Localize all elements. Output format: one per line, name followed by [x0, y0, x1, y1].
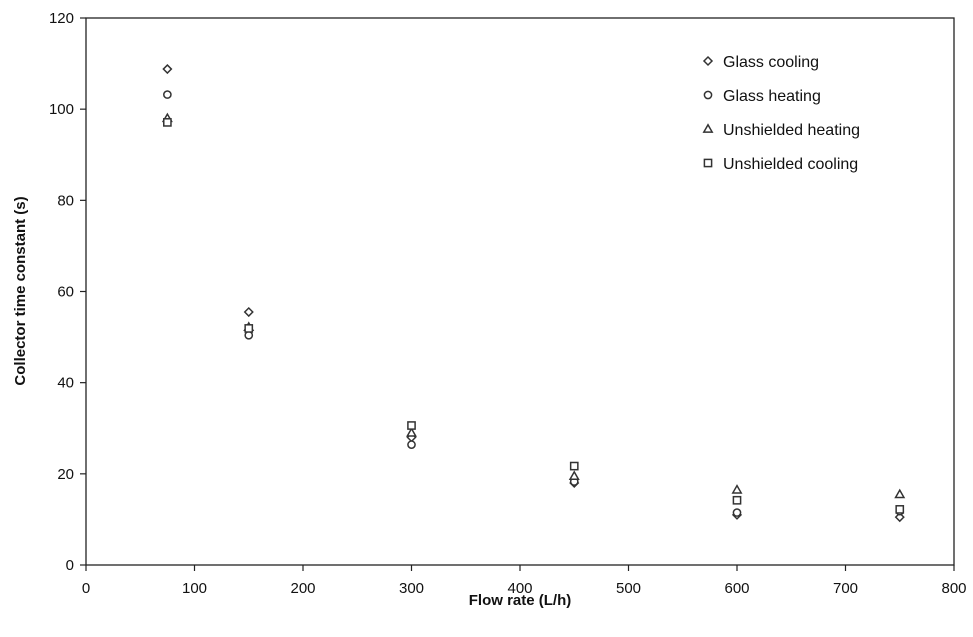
- legend-label: Unshielded cooling: [723, 156, 858, 173]
- legend: Glass cooling Glass heating Unshielded hea…: [702, 54, 860, 173]
- legend-label: Glass heating: [723, 88, 821, 105]
- data-point-diamond: [894, 512, 905, 523]
- x-tick-label: 700: [833, 580, 858, 597]
- legend-marker-square: [703, 158, 713, 168]
- series-circle: [163, 90, 905, 517]
- legend-marker-diamond: [702, 55, 714, 67]
- data-point-triangle: [568, 470, 580, 481]
- legend-label: Glass cooling: [723, 54, 819, 71]
- plot-frame: [85, 17, 955, 566]
- x-tick-label: 0: [82, 580, 90, 597]
- y-tick-label: 100: [49, 101, 74, 118]
- y-tick-label: 60: [57, 284, 74, 301]
- data-point-diamond: [162, 63, 173, 75]
- y-tick-label: 0: [66, 557, 74, 574]
- y-axis: 0 20 40 60 80 100 120: [49, 10, 86, 574]
- data-point-triangle: [731, 484, 743, 494]
- y-tick-label: 40: [57, 375, 74, 392]
- data-point-triangle: [406, 427, 417, 437]
- x-tick-label: 400: [507, 580, 532, 597]
- data-point-square: [569, 461, 579, 471]
- series-square: [163, 118, 905, 514]
- x-axis: 0 100 200 300 400 500 600 700 800: [82, 565, 967, 597]
- data-point-circle: [163, 90, 172, 99]
- y-tick-label: 80: [57, 192, 74, 209]
- data-point-square: [407, 421, 416, 430]
- data-point-square: [163, 118, 172, 127]
- data-point-triangle: [894, 488, 906, 499]
- legend-marker-triangle: [702, 123, 714, 133]
- x-tick-label: 600: [724, 580, 749, 597]
- x-tick-label: 800: [941, 580, 966, 597]
- x-tick-label: 300: [399, 580, 424, 597]
- plot-area: [85, 17, 955, 566]
- data-point-circle: [732, 508, 742, 517]
- data-point-square: [244, 324, 254, 333]
- data-point-square: [732, 495, 742, 505]
- legend-label: Unshielded heating: [723, 122, 860, 139]
- y-tick-label: 20: [57, 466, 74, 483]
- legend-marker-circle: [703, 90, 713, 100]
- y-tick-label: 120: [49, 10, 74, 27]
- data-markers: [161, 63, 906, 523]
- x-tick-label: 100: [182, 580, 207, 597]
- y-axis-title: Collector time constant (s): [12, 196, 29, 385]
- data-point-diamond: [243, 306, 254, 318]
- data-point-square: [895, 505, 905, 514]
- data-point-circle: [407, 440, 416, 450]
- x-axis-title: Flow rate (L/h): [469, 592, 572, 609]
- x-tick-label: 500: [616, 580, 641, 597]
- x-tick-label: 200: [290, 580, 315, 597]
